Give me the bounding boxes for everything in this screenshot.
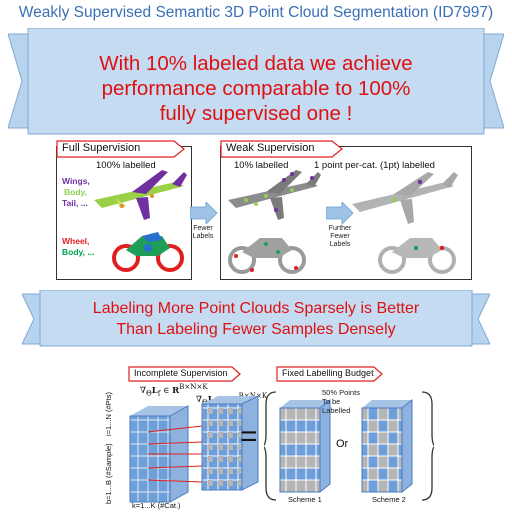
banner-line-3: fully supervised one ! — [159, 102, 353, 125]
scheme2-label: Scheme 2 — [372, 495, 406, 504]
caption-10-percent: 10% labelled — [234, 160, 289, 171]
fixed-budget-tab-label: Fixed Labelling Budget — [282, 368, 374, 378]
full-caption: 100% labelled — [96, 160, 156, 171]
caption-1pt: 1 point per-cat. (1pt) labelled — [314, 160, 435, 171]
further-fewer-text: Further Fewer Labels — [328, 225, 352, 248]
fewer-labels-arrow — [190, 202, 218, 224]
full-supervision-tab-label: Full Supervision — [62, 142, 141, 154]
equals-sign: = — [240, 420, 258, 453]
motorbike-10pct — [228, 238, 306, 274]
top-banner — [8, 28, 504, 135]
budget-bracket-right — [421, 391, 434, 501]
full-supervision-tab — [56, 140, 185, 158]
part-tail: Tail, ... — [62, 198, 88, 208]
fixed-budget-tab — [276, 366, 383, 382]
axis-b-label: b=1...B (#Sample) — [104, 443, 113, 504]
incomplete-supervision-tab — [128, 366, 241, 382]
banner2-line-2: Than Labeling Fewer Samples Densely — [116, 321, 396, 338]
incomplete-supervision-tab-label: Incomplete Supervision — [134, 368, 228, 378]
middle-banner — [22, 290, 490, 347]
budget-bracket-left — [264, 391, 277, 501]
airplane-1pt — [352, 172, 458, 224]
banner-line-1: With 10% labeled data we achieve — [99, 52, 413, 75]
airplane-10pct — [228, 170, 321, 220]
airplane-full-label — [94, 170, 187, 220]
scheme2-tensor — [361, 398, 413, 494]
motorbike-full-label — [112, 232, 184, 272]
banner2-line-1: Labeling More Point Clouds Sparsely is B… — [92, 300, 420, 317]
part-body: Body, — [64, 187, 87, 197]
motorbike-1pt — [378, 238, 456, 274]
weak-supervision-tab-label: Weak Supervision — [226, 142, 315, 154]
or-label: Or — [336, 438, 349, 450]
axis-n-label: i=1...N (#Pts) — [104, 392, 113, 436]
budget-note: 50% Points To be Labelled — [322, 388, 360, 415]
scheme1-label: Scheme 1 — [288, 495, 322, 504]
part-wings: Wings, — [62, 176, 90, 186]
tensor-full — [129, 396, 259, 503]
further-fewer-arrow — [326, 202, 354, 224]
part-wheel: Wheel, — [62, 236, 90, 246]
formula-full: ∇ΘLf ∈ RB×N×K — [140, 382, 208, 398]
banner-line-2: performance comparable to 100% — [101, 77, 411, 100]
part-motor-body: Body, ... — [62, 247, 95, 257]
weak-supervision-tab — [220, 140, 343, 158]
fewer-labels-text: Fewer Labels — [192, 225, 214, 240]
page-title: Weakly Supervised Semantic 3D Point Clou… — [18, 4, 494, 21]
axis-k-label: k=1...K (#Cat.) — [132, 501, 181, 510]
scheme1-tensor — [279, 398, 331, 494]
